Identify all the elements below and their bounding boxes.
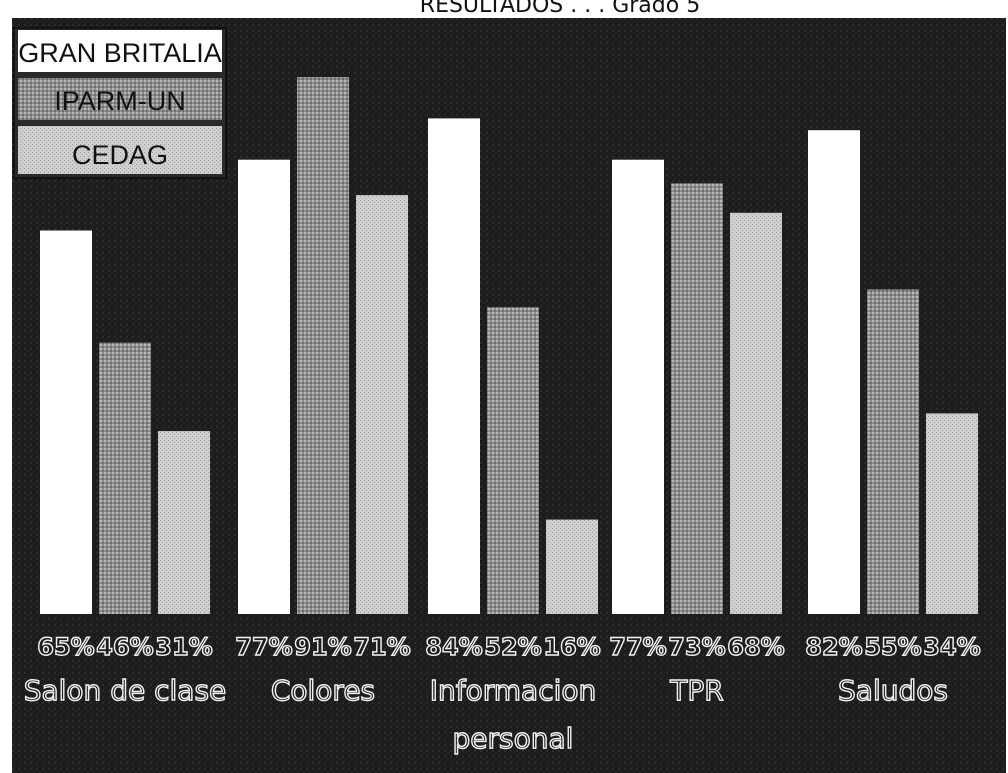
value-label-0-0: 65% [37,633,94,661]
value-label-1-0: 77% [235,633,292,661]
bars-layer [40,77,978,615]
legend-swatch-iparm-un [18,78,222,120]
category-labels-layer: Salon de clase Colores Informacion personal… [23,673,949,755]
bar-4-0 [808,130,860,614]
value-label-3-2: 68% [727,633,784,661]
category-label-4-0: Saludos [838,674,948,707]
value-label-4-0: 82% [805,633,862,661]
bar-3-1 [671,183,723,615]
value-labels-layer: 65% 46% 31% 77% 91% 71% 84% 52% 16% 77% 73% 68% 82% 5… [37,632,982,661]
category-label-2-0: Informacion [430,674,597,707]
value-label-0-1: 46% [96,633,153,661]
bar-2-2 [546,519,598,614]
value-label-2-0: 84% [425,633,482,661]
legend-swatch-cedag [18,126,222,174]
legend-label-cedag: CEDAG [72,140,168,170]
category-label-1-0: Colores [271,674,375,707]
value-label-1-1: 91% [294,633,351,661]
value-label-2-1: 52% [484,633,541,661]
title-band [0,0,1008,18]
chart-title: RESULTADOS . . . Grado 5 [420,0,700,18]
value-label-4-2: 34% [923,633,980,661]
legend-label-gran-britalia: GRAN BRITALIA [18,38,222,68]
bar-1-0 [238,159,290,614]
legend: GRAN BRITALIA IPARM-UN CEDAG [13,27,227,179]
bar-0-0 [40,230,92,614]
value-label-2-2: 16% [543,633,600,661]
bar-1-2 [356,195,408,614]
legend-label-iparm-un: IPARM-UN [54,86,186,116]
bar-3-2 [730,212,782,615]
category-label-0-0: Salon de clase [24,674,227,707]
legend-swatch-gran-britalia [18,30,222,72]
value-label-0-2: 31% [155,633,212,661]
bar-0-1 [99,342,151,614]
bar-2-0 [428,118,480,615]
value-label-3-0: 77% [609,633,666,661]
bar-3-0 [612,159,664,614]
value-label-3-1: 73% [668,633,725,661]
category-label-3-0: TPR [669,674,723,707]
value-label-1-2: 71% [353,633,410,661]
bar-1-1 [297,77,349,615]
bar-4-1 [867,289,919,614]
value-label-4-1: 55% [864,633,921,661]
bar-0-2 [158,431,210,614]
category-label-2-1: personal [453,722,574,755]
bar-2-1 [487,307,539,614]
bar-4-2 [926,413,978,614]
